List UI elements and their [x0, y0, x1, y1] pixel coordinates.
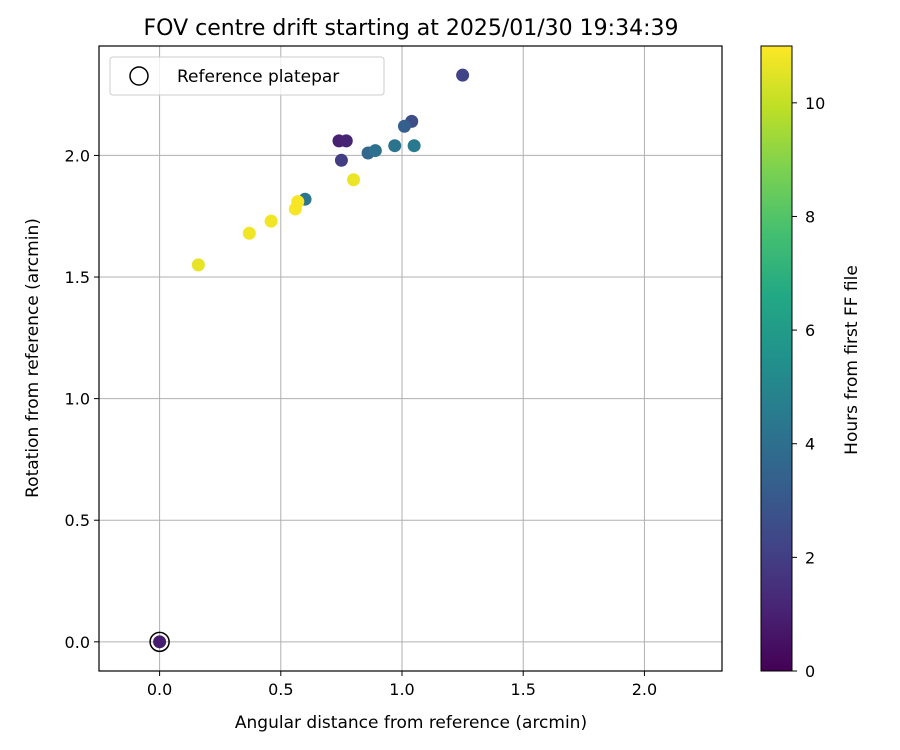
y-tick-label: 2.0: [65, 146, 90, 165]
y-tick-label: 0.0: [65, 633, 90, 652]
data-point: [388, 139, 402, 153]
colorbar-tick-label: 4: [805, 435, 815, 454]
data-point: [191, 258, 205, 272]
reference-platepar-marker: [149, 631, 170, 653]
colorbar-tick-label: 0: [805, 662, 815, 681]
legend: Reference platepar: [109, 56, 385, 96]
data-point: [264, 214, 278, 228]
x-tick-label: 0.5: [268, 680, 293, 699]
reference-marker: [149, 631, 170, 653]
legend-box: [109, 56, 385, 96]
colorbar-ticks: 0 2 4 6 8 10: [792, 94, 825, 681]
x-tick-label: 2.0: [632, 680, 657, 699]
colorbar-tick-label: 10: [805, 94, 825, 113]
chart-title: FOV centre drift starting at 2025/01/30 …: [144, 16, 679, 41]
x-axis-ticks: 0.0 0.5 1.0 1.5 2.0: [147, 671, 657, 699]
data-point: [397, 119, 411, 133]
data-point: [339, 134, 353, 148]
colorbar-label: Hours from first FF file: [842, 265, 862, 455]
data-point: [153, 635, 167, 649]
data-point: [347, 173, 361, 187]
x-axis-label: Angular distance from reference (arcmin): [235, 713, 587, 733]
colorbar-gradient: [760, 45, 793, 672]
y-axis-ticks: 0.0 0.5 1.0 1.5 2.0: [65, 146, 99, 652]
data-point: [456, 68, 470, 82]
data-point: [368, 144, 382, 158]
x-tick-label: 1.5: [510, 680, 535, 699]
colorbar-tick-label: 6: [805, 321, 815, 340]
colorbar-tick-label: 8: [805, 207, 815, 226]
x-tick-label: 1.0: [389, 680, 414, 699]
data-point: [334, 153, 348, 167]
data-points: [153, 68, 470, 649]
y-tick-label: 0.5: [65, 511, 90, 530]
colorbar-tick-label: 2: [805, 548, 815, 567]
data-point: [407, 139, 421, 153]
plot-frame: [98, 45, 723, 672]
y-tick-label: 1.5: [65, 268, 90, 287]
data-point: [242, 226, 256, 240]
y-tick-label: 1.0: [65, 390, 90, 409]
x-tick-label: 0.0: [147, 680, 172, 699]
data-point: [291, 195, 305, 209]
colorbar: 0 2 4 6 8 10 Hours from first FF file: [760, 45, 862, 681]
legend-label: Reference platepar: [177, 67, 339, 87]
legend-marker-icon: [129, 66, 149, 86]
grid-lines: [99, 46, 722, 671]
y-axis-label: Rotation from reference (arcmin): [23, 218, 43, 498]
